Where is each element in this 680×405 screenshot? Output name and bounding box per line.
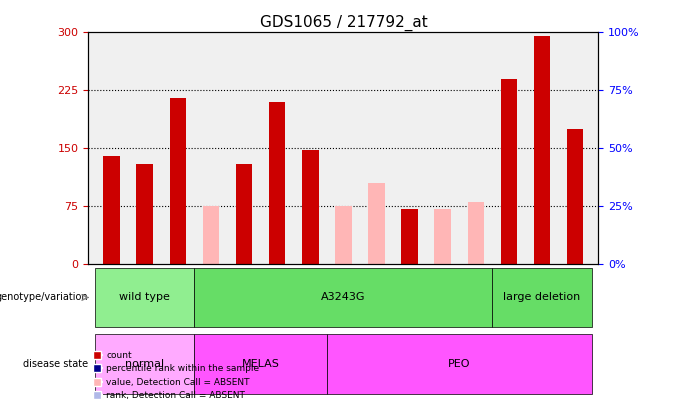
Text: wild type: wild type <box>119 292 170 303</box>
Text: large deletion: large deletion <box>503 292 581 303</box>
FancyBboxPatch shape <box>492 268 592 327</box>
Bar <box>435 209 451 264</box>
Bar <box>302 150 318 264</box>
Bar <box>369 183 385 264</box>
Bar <box>203 207 219 264</box>
Legend: count, percentile rank within the sample, value, Detection Call = ABSENT, rank, : count, percentile rank within the sample… <box>93 351 260 401</box>
FancyBboxPatch shape <box>194 334 327 394</box>
Bar <box>534 36 550 264</box>
Bar <box>500 79 517 264</box>
Text: disease state: disease state <box>22 359 88 369</box>
Text: genotype/variation: genotype/variation <box>0 292 88 303</box>
Bar <box>169 98 186 264</box>
Bar <box>468 202 484 264</box>
Text: MELAS: MELAS <box>241 359 279 369</box>
Bar <box>236 164 252 264</box>
Bar <box>103 156 120 264</box>
FancyBboxPatch shape <box>194 268 492 327</box>
FancyBboxPatch shape <box>95 334 194 394</box>
Bar <box>567 129 583 264</box>
Bar <box>401 209 418 264</box>
Bar <box>269 102 286 264</box>
Title: GDS1065 / 217792_at: GDS1065 / 217792_at <box>260 15 427 31</box>
Text: A3243G: A3243G <box>321 292 366 303</box>
Text: PEO: PEO <box>448 359 471 369</box>
Text: normal: normal <box>125 359 165 369</box>
Bar <box>137 164 153 264</box>
Bar <box>335 207 352 264</box>
FancyBboxPatch shape <box>327 334 592 394</box>
FancyBboxPatch shape <box>95 268 194 327</box>
